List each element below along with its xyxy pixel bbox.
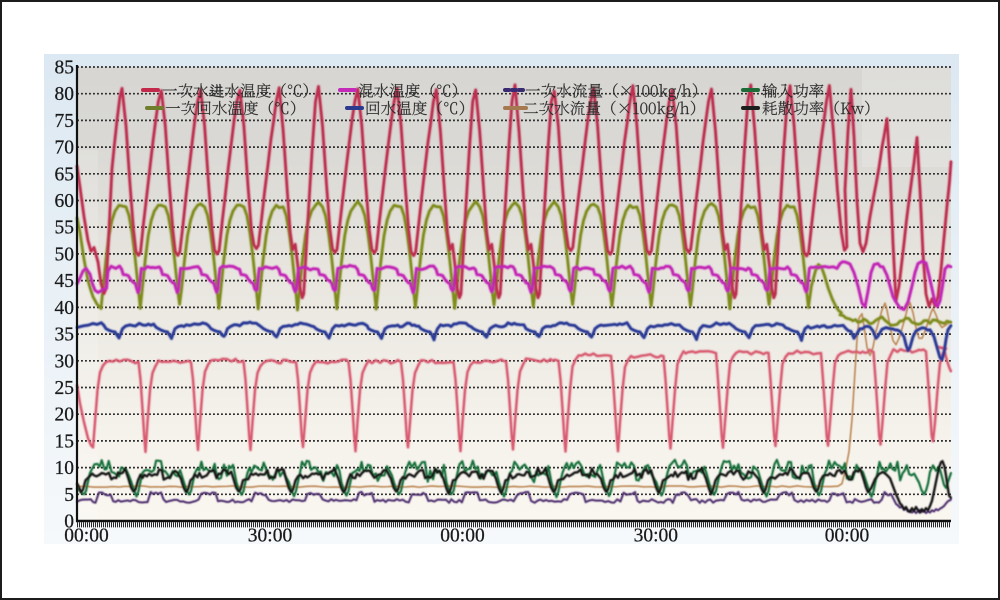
svg-text:65: 65	[55, 164, 75, 185]
svg-text:35: 35	[55, 325, 75, 346]
svg-text:80: 80	[55, 84, 75, 105]
svg-text:50: 50	[55, 244, 75, 265]
svg-text:20: 20	[55, 405, 75, 426]
svg-text:85: 85	[55, 58, 75, 79]
svg-text:15: 15	[55, 431, 75, 452]
svg-text:00:00: 00:00	[64, 526, 108, 547]
svg-text:70: 70	[55, 138, 75, 159]
svg-text:30:00: 30:00	[248, 526, 292, 547]
svg-text:00:00: 00:00	[825, 526, 869, 547]
svg-text:75: 75	[55, 111, 75, 132]
svg-text:00:00: 00:00	[440, 526, 484, 547]
svg-text:0: 0	[64, 512, 74, 533]
svg-text:55: 55	[55, 218, 75, 239]
svg-text:60: 60	[55, 191, 75, 212]
svg-text:30:00: 30:00	[634, 526, 678, 547]
svg-text:10: 10	[55, 458, 75, 479]
svg-text:30: 30	[55, 351, 75, 372]
svg-text:45: 45	[55, 271, 75, 292]
svg-text:5: 5	[64, 485, 74, 506]
svg-text:25: 25	[55, 378, 75, 399]
svg-text:40: 40	[55, 298, 75, 319]
